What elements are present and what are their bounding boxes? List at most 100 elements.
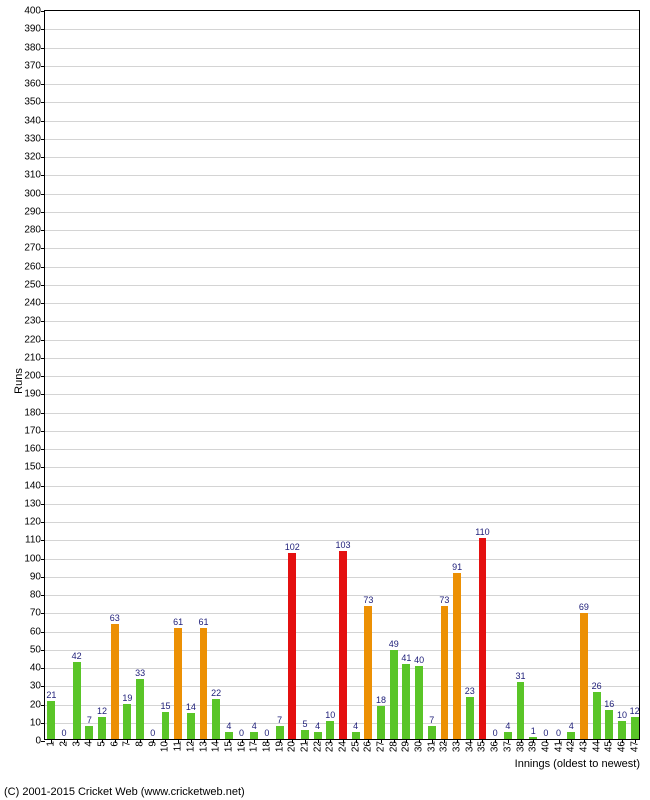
gridline [45,102,639,103]
bar-value-label: 0 [62,728,67,738]
y-tick-label: 190 [24,389,45,400]
bar [174,628,182,739]
x-tick-label: 27 [376,739,387,752]
gridline [45,486,639,487]
y-tick-label: 80 [30,590,45,601]
bar [377,706,385,739]
bar-value-label: 4 [315,721,320,731]
bar-value-label: 16 [604,699,614,709]
y-tick-label: 280 [24,225,45,236]
y-tick-label: 290 [24,206,45,217]
x-tick-label: 26 [363,739,374,752]
x-tick-label: 34 [464,739,475,752]
gridline [45,84,639,85]
bar [339,551,347,739]
bar-value-label: 63 [110,613,120,623]
x-tick-label: 24 [338,739,349,752]
bar [415,666,423,739]
y-tick-label: 330 [24,133,45,144]
x-tick-label: 1 [46,739,57,747]
x-tick-label: 7 [122,739,133,747]
y-tick-label: 380 [24,42,45,53]
bar-value-label: 73 [439,595,449,605]
x-tick-label: 46 [616,739,627,752]
y-tick-label: 270 [24,243,45,254]
gridline [45,48,639,49]
gridline [45,285,639,286]
gridline [45,194,639,195]
x-tick-label: 20 [287,739,298,752]
bar [225,732,233,739]
copyright-text: (C) 2001-2015 Cricket Web (www.cricketwe… [4,786,245,798]
bar [123,704,131,739]
y-tick-label: 120 [24,517,45,528]
bar [567,732,575,739]
y-tick-label: 20 [30,699,45,710]
bar-value-label: 40 [414,655,424,665]
gridline [45,267,639,268]
y-tick-label: 250 [24,279,45,290]
gridline [45,157,639,158]
x-tick-label: 33 [452,739,463,752]
bar [580,613,588,739]
bar-value-label: 0 [543,728,548,738]
x-tick-label: 19 [274,739,285,752]
x-tick-label: 9 [147,739,158,747]
y-tick-label: 210 [24,352,45,363]
gridline [45,449,639,450]
y-tick-label: 70 [30,608,45,619]
plot-area: 0102030405060708090100110120130140150160… [44,10,640,740]
bar-value-label: 33 [135,668,145,678]
bar-value-label: 10 [325,710,335,720]
bar [593,692,601,739]
x-tick-label: 31 [426,739,437,752]
gridline [45,413,639,414]
bar-value-label: 1 [531,726,536,736]
y-tick-label: 340 [24,115,45,126]
bar-value-label: 42 [72,651,82,661]
bar [517,682,525,739]
bar [479,538,487,739]
x-tick-label: 18 [261,739,272,752]
x-tick-label: 14 [211,739,222,752]
y-tick-label: 40 [30,663,45,674]
bar-value-label: 102 [285,542,300,552]
x-tick-label: 43 [578,739,589,752]
y-tick-label: 390 [24,24,45,35]
y-tick-label: 110 [25,535,45,546]
bar-value-label: 4 [353,721,358,731]
y-tick-label: 240 [24,298,45,309]
x-tick-label: 5 [97,739,108,747]
bar-value-label: 91 [452,562,462,572]
bar-value-label: 4 [252,721,257,731]
y-tick-label: 320 [24,152,45,163]
bar [47,701,55,739]
bar-value-label: 61 [173,617,183,627]
y-tick-label: 260 [24,261,45,272]
bar-value-label: 18 [376,695,386,705]
bar [288,553,296,739]
runs-by-innings-chart: 0102030405060708090100110120130140150160… [0,0,650,800]
x-tick-label: 35 [477,739,488,752]
y-tick-label: 170 [24,425,45,436]
bar-value-label: 41 [401,653,411,663]
x-tick-label: 23 [325,739,336,752]
bar-value-label: 4 [505,721,510,731]
x-tick-label: 21 [299,739,310,752]
bar [453,573,461,739]
bar-value-label: 0 [150,728,155,738]
bar [631,717,639,739]
bar [428,726,436,739]
x-tick-label: 4 [84,739,95,747]
y-tick-label: 200 [24,371,45,382]
y-tick-label: 400 [24,6,45,17]
x-tick-label: 44 [591,739,602,752]
x-tick-label: 28 [388,739,399,752]
gridline [45,248,639,249]
bar [326,721,334,739]
bar [441,606,449,739]
bar [250,732,258,739]
y-tick-label: 160 [24,444,45,455]
gridline [45,29,639,30]
gridline [45,522,639,523]
